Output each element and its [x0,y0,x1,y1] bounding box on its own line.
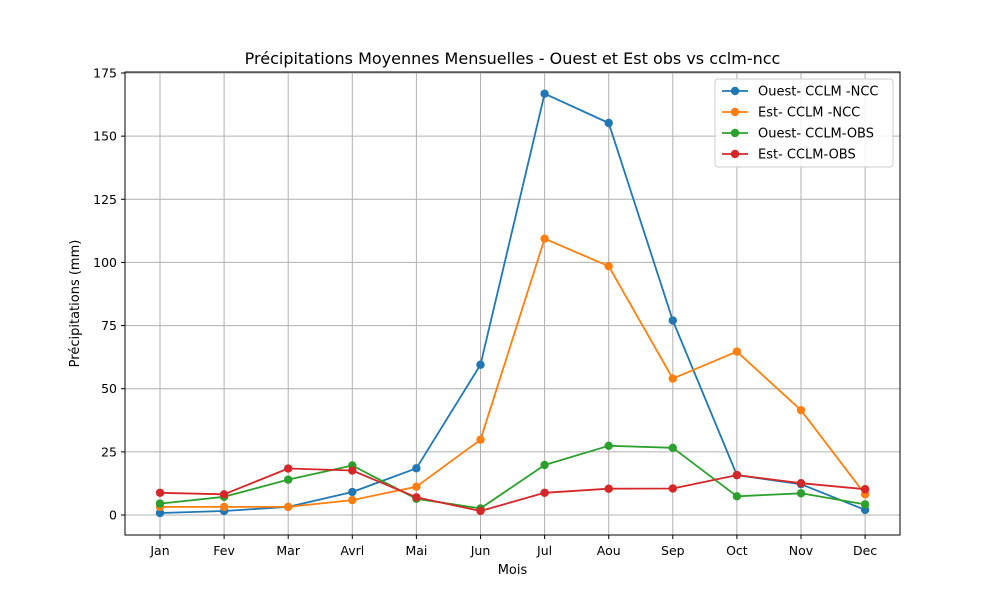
y-tick-label: 125 [93,192,117,207]
data-point [796,489,806,498]
data-point [796,405,806,415]
legend-swatch-marker [730,128,740,138]
legend-swatch-marker [730,107,740,117]
y-tick-label: 50 [101,381,117,396]
data-point [476,360,485,369]
data-point [668,316,677,325]
x-tick-label: Jul [536,543,552,558]
data-point [155,499,165,508]
data-point [284,502,293,512]
legend-label: Est- CCLM-OBS [758,148,856,163]
series-3 [155,441,870,513]
series-lines [155,89,870,518]
data-point [284,464,293,473]
legend-label: Ouest- CCLM-OBS [758,127,874,142]
data-point [540,488,549,497]
data-point [348,495,357,505]
data-point [219,490,229,499]
data-point [604,484,613,493]
plot-frame [124,71,901,536]
data-point [412,493,421,502]
legend-swatch-marker [730,149,740,159]
axis-ticks: Jan Fev Mar Avrl Mai Jun Jul Aou Sep Oct Nov Dec 0 25… [93,66,877,559]
x-tick-label: Sep [661,543,685,558]
legend: Ouest- CCLM -NCC Est- CCLM -NCC Ouest- CCL… [714,78,894,168]
data-point [540,89,549,98]
data-point [860,500,870,509]
x-tick-label: Fev [213,543,235,558]
series-2 [155,234,870,512]
data-point [668,374,677,383]
data-point [732,492,742,501]
legend-label: Est- CCLM -NCC [758,106,860,121]
data-point [348,466,357,475]
legend-box [714,78,894,168]
data-point [668,443,677,453]
series-line [159,467,866,512]
data-point [284,475,293,484]
y-tick-label: 150 [93,129,117,144]
series-line [160,237,866,508]
x-tick-label: Aou [597,543,621,558]
y-axis-title: Précipitations (mm) [68,240,83,368]
data-point [155,488,165,497]
y-tick-label: 175 [93,66,117,81]
data-point [155,508,165,518]
series-4 [155,464,870,516]
data-point [732,347,742,356]
y-tick-label: 100 [93,255,117,270]
legend-label: Ouest- CCLM -NCC [758,85,878,100]
legend-item: Ouest- CCLM-OBS [722,127,874,142]
x-tick-label: Mar [276,543,300,558]
x-tick-label: Mai [405,543,427,558]
data-point [860,485,870,494]
data-point [604,262,613,271]
data-point [412,482,421,491]
data-point [732,470,742,480]
chart-title: Précipitations Moyennes Mensuelles - Oue… [245,49,781,68]
data-point [540,460,549,470]
y-tick-label: 0 [109,508,117,523]
legend-item: Est- CCLM-OBS [722,148,856,163]
x-tick-label: Jun [470,543,491,558]
y-tick-label: 25 [101,444,117,459]
data-point [412,464,421,473]
legend-swatch-marker [730,86,740,96]
data-point [604,118,613,128]
data-point [219,502,229,512]
legend-item: Ouest- CCLM -NCC [722,85,878,100]
legend-item: Est- CCLM -NCC [722,106,860,121]
data-point [348,487,357,497]
data-point [796,478,806,488]
x-tick-label: Nov [789,543,814,558]
x-axis-title: Mois [498,563,528,578]
x-tick-label: Dec [853,543,877,558]
x-tick-label: Avrl [340,543,364,558]
x-tick-label: Jan [149,543,169,558]
x-tick-label: Oct [726,543,748,558]
series-line [159,444,866,510]
data-point [476,506,485,516]
data-point [668,484,677,493]
data-point [540,234,549,243]
y-tick-label: 75 [101,318,117,333]
data-point [604,441,613,450]
data-point [476,435,485,444]
